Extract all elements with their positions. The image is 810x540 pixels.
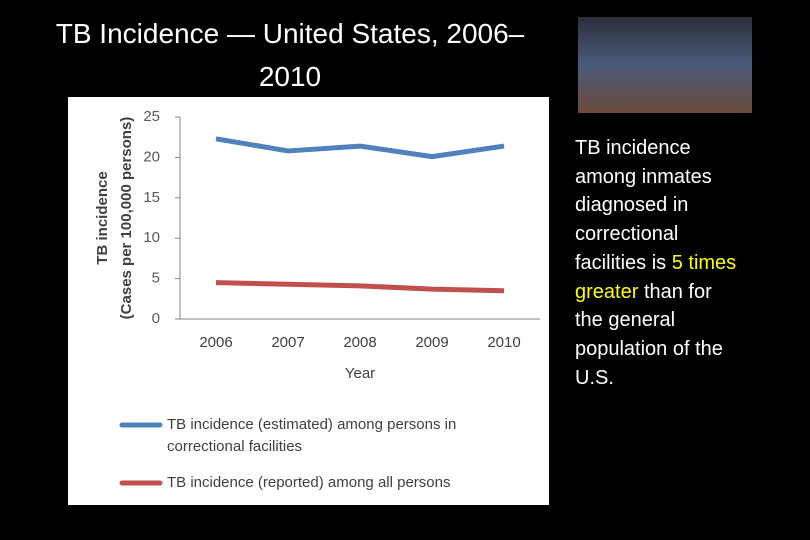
side-text-highlight: 5 times greater bbox=[575, 251, 737, 303]
x-tick-label: 2010 bbox=[487, 334, 520, 351]
side-text: TB incidence among inmates diagnosed in … bbox=[575, 134, 740, 392]
x-axis-label: Year bbox=[345, 365, 375, 382]
y-tick-label: 15 bbox=[143, 189, 160, 206]
y-tick-label: 10 bbox=[143, 229, 160, 246]
y-tick-label: 5 bbox=[152, 270, 160, 287]
x-tick-label: 2007 bbox=[271, 334, 304, 351]
photo bbox=[578, 17, 752, 113]
legend-label: TB incidence (estimated) among persons i… bbox=[167, 416, 457, 455]
x-tick-label: 2009 bbox=[415, 334, 448, 351]
data-line bbox=[215, 280, 505, 294]
chart-background bbox=[68, 97, 549, 505]
y-axis-label: TB incidence bbox=[94, 171, 111, 264]
data-line bbox=[215, 136, 505, 160]
slide-title: TB Incidence — United States, 2006–2010 bbox=[55, 18, 525, 92]
side-text-part: than for the general population of the U… bbox=[575, 280, 723, 389]
side-text-part: TB incidence among inmates diagnosed in … bbox=[575, 137, 712, 274]
y-tick-label: 20 bbox=[143, 148, 160, 165]
y-tick-label: 0 bbox=[152, 310, 160, 327]
x-tick-label: 2006 bbox=[199, 334, 232, 351]
x-tick-label: 2008 bbox=[343, 334, 376, 351]
y-axis-label: (Cases per 100,000 persons) bbox=[118, 117, 135, 320]
legend-label: TB incidence (reported) among all person… bbox=[167, 474, 451, 491]
y-tick-label: 25 bbox=[143, 108, 160, 125]
